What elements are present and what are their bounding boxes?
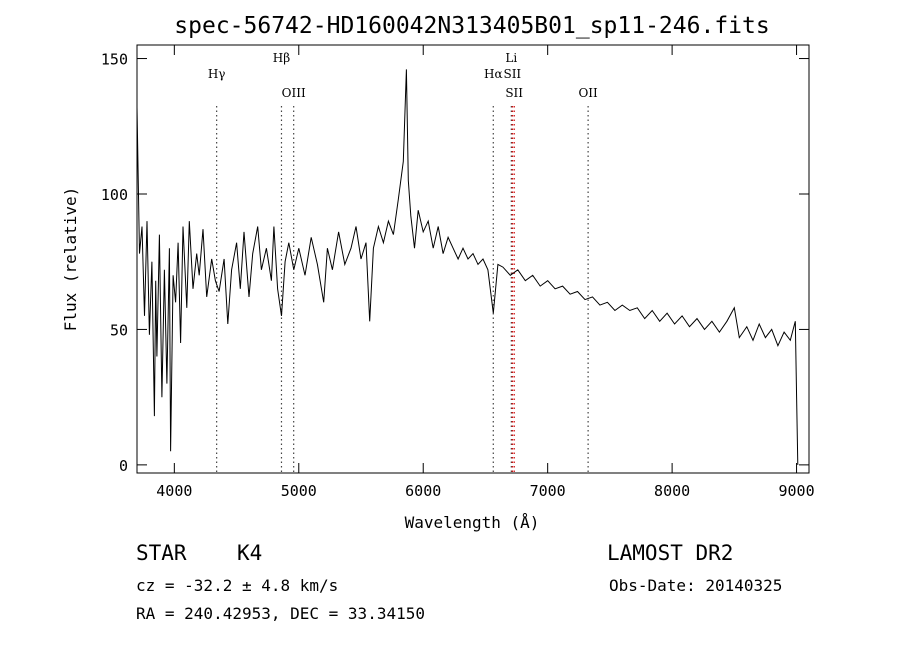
spectral-line-label-1: Hβ	[273, 51, 290, 65]
y-tick-label-0: 0	[119, 457, 128, 475]
y-tick-label-1: 50	[110, 321, 128, 339]
spectral-line-label-2: OIII	[282, 86, 306, 100]
object-class-label: STAR	[136, 541, 187, 565]
plot-frame	[136, 44, 810, 474]
spectral-line-label-3: Hα	[484, 67, 503, 81]
x-axis-label: Wavelength (Å)	[405, 513, 540, 532]
chart-title: spec-56742-HD160042N313405B01_sp11-246.f…	[174, 13, 769, 39]
spectrum-series-line	[136, 69, 799, 465]
spectral-line-label-4: Li	[505, 51, 517, 65]
spectral-line-label-5: SII	[503, 67, 521, 81]
object-subclass-label: K4	[237, 541, 263, 565]
survey-label: LAMOST DR2	[607, 541, 734, 565]
spectral-line-label-6: SII	[505, 86, 523, 100]
x-tick-label-4: 8000	[654, 482, 690, 500]
redshift-label: cz = -32.2 ± 4.8 km/s	[136, 576, 339, 595]
obs-date-label: Obs-Date: 20140325	[609, 576, 783, 595]
spectral-line-label-0: Hγ	[208, 67, 226, 81]
axis-ticks: 4000 5000 6000 7000 8000 9000 0 50 100 150	[101, 45, 815, 500]
x-tick-label-2: 6000	[405, 482, 441, 500]
x-tick-label-0: 4000	[156, 482, 192, 500]
x-tick-label-1: 5000	[281, 482, 317, 500]
coordinates-label: RA = 240.42953, DEC = 33.34150	[136, 604, 425, 623]
y-tick-label-2: 100	[101, 186, 128, 204]
y-axis-label: Flux (relative)	[61, 187, 80, 332]
y-tick-label-3: 150	[101, 51, 128, 69]
spectral-line-label-7: OII	[578, 86, 598, 100]
x-tick-label-5: 9000	[778, 482, 814, 500]
x-tick-label-3: 7000	[530, 482, 566, 500]
